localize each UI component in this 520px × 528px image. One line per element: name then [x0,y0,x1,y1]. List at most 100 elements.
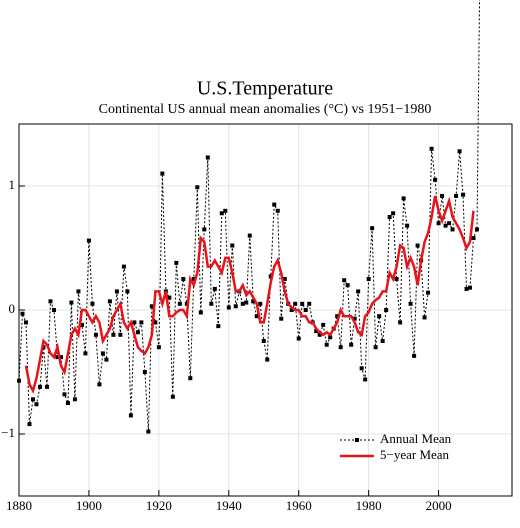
point-marker [475,227,480,232]
point-marker [247,233,252,238]
point-marker [114,289,119,294]
point-marker [142,370,147,374]
point-marker [149,304,154,309]
point-marker [58,355,63,360]
point-marker [293,301,298,306]
point-marker [233,304,238,309]
point-marker [258,301,263,306]
x-tick-label: 1960 [286,498,312,513]
point-marker [90,301,95,306]
point-marker [307,301,312,306]
point-marker [188,376,193,381]
point-marker [457,149,462,154]
point-marker [107,299,112,304]
point-marker [296,336,301,341]
point-marker [156,345,161,350]
point-marker [412,353,417,358]
x-tick-label: 1980 [356,498,382,513]
point-marker [167,295,172,300]
point-marker [384,308,389,312]
point-marker [153,320,158,325]
point-marker [254,314,259,319]
point-marker [391,211,396,216]
legend-label: Annual Mean [380,431,452,446]
point-marker [450,227,455,232]
point-marker [408,301,413,306]
point-marker [426,290,431,295]
point-marker [34,402,39,407]
point-marker [370,226,375,231]
point-marker [345,283,350,288]
point-marker [454,193,459,198]
point-marker [464,286,469,291]
point-marker [377,314,382,319]
point-marker [261,339,266,343]
x-tick-label: 1920 [146,498,172,513]
point-marker [289,308,294,312]
y-tick-label: 0 [9,301,16,316]
point-marker [44,384,49,389]
point-marker [79,322,84,327]
point-marker [282,277,287,281]
point-marker [55,355,60,360]
point-marker [97,382,102,387]
point-marker [170,394,175,399]
point-marker [27,422,32,427]
point-marker [415,243,420,248]
point-marker [20,311,25,316]
point-marker [69,300,74,305]
x-tick-label: 2000 [426,498,452,513]
point-marker [209,301,214,306]
point-marker [76,289,81,294]
point-marker [324,342,329,347]
point-marker [359,366,364,371]
point-marker [349,342,354,347]
point-marker [342,278,347,283]
point-marker [191,277,196,281]
point-marker [226,305,231,310]
point-marker [321,322,326,327]
point-marker [202,227,207,232]
point-marker [223,208,228,213]
point-marker [398,320,403,325]
point-marker [146,429,151,434]
point-marker [48,299,53,304]
legend-label: 5−year Mean [380,447,450,462]
point-marker [139,320,144,325]
point-marker [160,171,165,176]
point-marker [268,274,273,279]
y-tick-label: −1 [1,425,15,440]
chart-title: U.S.Temperature [197,78,333,100]
point-marker [279,316,284,321]
point-marker [422,315,427,320]
point-marker [181,277,186,281]
x-tick-label: 1940 [216,498,242,513]
point-marker [51,308,56,312]
point-marker [429,146,434,151]
point-marker [265,357,270,362]
point-marker [352,316,357,321]
point-marker [356,289,361,294]
point-marker [328,335,333,340]
point-marker [275,208,280,213]
point-marker [100,351,105,356]
point-marker [62,392,67,397]
point-marker [380,339,385,343]
point-marker [216,324,221,329]
point-marker [104,357,109,362]
point-marker [363,377,368,382]
point-marker [461,192,466,197]
y-tick-label: 1 [9,177,16,192]
point-marker [244,300,249,305]
point-marker [65,401,70,405]
point-marker [72,397,77,402]
point-marker [468,285,473,290]
point-marker [251,299,256,304]
point-marker [177,301,182,306]
point-marker [394,277,399,281]
point-marker [433,177,438,182]
point-marker [198,310,203,315]
point-marker [212,286,217,291]
point-marker [443,223,448,228]
